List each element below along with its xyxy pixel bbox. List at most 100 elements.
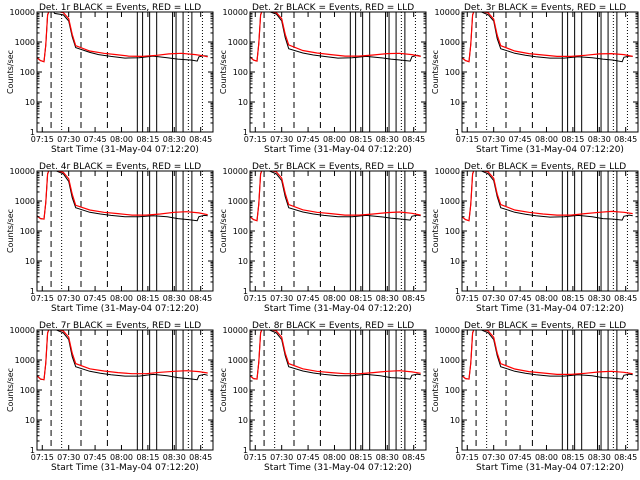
- panel-title: Det. 5r BLACK = Events, RED = LLD: [252, 162, 414, 172]
- x-tick-label: 08:45: [189, 135, 212, 144]
- x-tick-label: 07:30: [482, 135, 505, 144]
- x-tick-label: 08:30: [163, 453, 186, 462]
- events-series-line: [462, 171, 633, 222]
- series-lines: [462, 171, 633, 222]
- x-axis-label: Start Time (31-May-04 07:12:20): [51, 463, 199, 473]
- panel-title: Det. 3r BLACK = Events, RED = LLD: [464, 3, 626, 13]
- panel-title: Det. 1r BLACK = Events, RED = LLD: [39, 3, 201, 13]
- y-tick-label: 1: [30, 287, 35, 296]
- x-tick-label: 08:15: [561, 453, 584, 462]
- panel-2: Det. 2r BLACK = Events, RED = LLD 1 10 100 1…: [219, 3, 427, 155]
- y-tick-label: 100: [445, 68, 460, 77]
- x-tick-label: 07:45: [509, 294, 532, 303]
- x-tick-label: 08:30: [588, 453, 611, 462]
- y-tick-label: 1000: [228, 197, 248, 206]
- x-tick-label: 08:30: [376, 453, 399, 462]
- x-axis-label: Start Time (31-May-04 07:12:20): [476, 145, 624, 155]
- plot-frame: [249, 11, 427, 133]
- time-markers: [50, 12, 203, 132]
- y-tick-label: 10: [25, 416, 35, 425]
- events-series-line: [250, 171, 421, 222]
- lld-series-line: [37, 12, 208, 63]
- events-series-line: [37, 171, 208, 222]
- plot-frame: [249, 170, 427, 292]
- y-tick-label: 10000: [223, 167, 248, 176]
- x-tick-label: 08:45: [614, 453, 637, 462]
- x-tick-label: 07:15: [244, 135, 267, 144]
- panel-title: Det. 6r BLACK = Events, RED = LLD: [464, 162, 626, 172]
- x-tick-label: 07:45: [84, 135, 107, 144]
- series-lines: [37, 171, 208, 222]
- x-tick-label: 08:30: [588, 294, 611, 303]
- x-tick-label: 08:45: [189, 294, 212, 303]
- x-tick-label: 08:30: [376, 294, 399, 303]
- x-tick-label: 07:15: [244, 294, 267, 303]
- y-tick-label: 10000: [435, 8, 460, 17]
- panel-title: Det. 8r BLACK = Events, RED = LLD: [252, 321, 414, 331]
- y-tick-label: 100: [20, 68, 35, 77]
- lld-series-line: [462, 171, 633, 222]
- plot-frame: [461, 11, 639, 133]
- y-tick-label: 10: [25, 257, 35, 266]
- lld-series-line: [462, 12, 633, 63]
- y-tick-label: 1000: [440, 197, 460, 206]
- y-axis-label: Counts/sec: [219, 209, 228, 253]
- y-tick-label: 10: [450, 98, 460, 107]
- y-tick-label: 10: [238, 98, 248, 107]
- y-tick-label: 100: [445, 386, 460, 395]
- y-tick-label: 100: [20, 386, 35, 395]
- y-tick-label: 10000: [10, 8, 35, 17]
- x-tick-label: 08:00: [323, 453, 346, 462]
- x-axis-label: Start Time (31-May-04 07:12:20): [264, 145, 412, 155]
- y-tick-label: 100: [445, 227, 460, 236]
- y-tick-label: 1: [30, 446, 35, 455]
- x-tick-label: 07:30: [57, 294, 80, 303]
- y-tick-label: 1: [243, 287, 248, 296]
- x-tick-label: 07:15: [456, 294, 479, 303]
- y-tick-label: 1: [243, 446, 248, 455]
- y-axis-label: Counts/sec: [6, 209, 15, 253]
- time-markers: [50, 171, 203, 291]
- lld-series-line: [250, 330, 421, 380]
- x-tick-label: 08:00: [110, 453, 133, 462]
- y-tick-label: 10000: [10, 167, 35, 176]
- y-tick-label: 10: [238, 257, 248, 266]
- x-tick-label: 08:30: [376, 135, 399, 144]
- events-series-line: [37, 12, 208, 63]
- x-tick-label: 08:00: [323, 135, 346, 144]
- y-tick-label: 10000: [223, 8, 248, 17]
- panel-title: Det. 2r BLACK = Events, RED = LLD: [252, 3, 414, 13]
- events-series-line: [37, 330, 208, 381]
- x-tick-label: 08:00: [535, 135, 558, 144]
- y-tick-label: 1000: [440, 356, 460, 365]
- x-tick-label: 08:30: [588, 135, 611, 144]
- y-tick-label: 10: [450, 416, 460, 425]
- x-tick-label: 08:30: [163, 135, 186, 144]
- y-tick-label: 1000: [228, 356, 248, 365]
- x-tick-label: 07:15: [31, 453, 54, 462]
- series-lines: [250, 12, 421, 62]
- y-tick-label: 1: [455, 446, 460, 455]
- panel-title: Det. 9r BLACK = Events, RED = LLD: [464, 321, 626, 331]
- x-tick-label: 08:45: [402, 453, 425, 462]
- x-tick-label: 07:45: [84, 453, 107, 462]
- series-lines: [250, 330, 421, 380]
- y-tick-label: 1000: [15, 197, 35, 206]
- lld-series-line: [250, 171, 421, 222]
- panel-4: Det. 4r BLACK = Events, RED = LLD 1 10 100 1…: [6, 162, 214, 314]
- x-tick-label: 07:15: [456, 135, 479, 144]
- x-axis-label: Start Time (31-May-04 07:12:20): [51, 145, 199, 155]
- y-tick-label: 1000: [15, 356, 35, 365]
- x-axis-label: Start Time (31-May-04 07:12:20): [51, 304, 199, 314]
- x-tick-label: 07:45: [84, 294, 107, 303]
- y-tick-label: 10000: [435, 167, 460, 176]
- y-tick-label: 1000: [15, 38, 35, 47]
- x-tick-label: 08:45: [614, 135, 637, 144]
- x-tick-label: 08:00: [110, 135, 133, 144]
- y-axis-label: Counts/sec: [6, 50, 15, 94]
- x-tick-label: 07:30: [270, 294, 293, 303]
- y-axis-label: Counts/sec: [6, 368, 15, 412]
- y-axis-label: Counts/sec: [431, 50, 440, 94]
- x-tick-label: 07:45: [297, 453, 320, 462]
